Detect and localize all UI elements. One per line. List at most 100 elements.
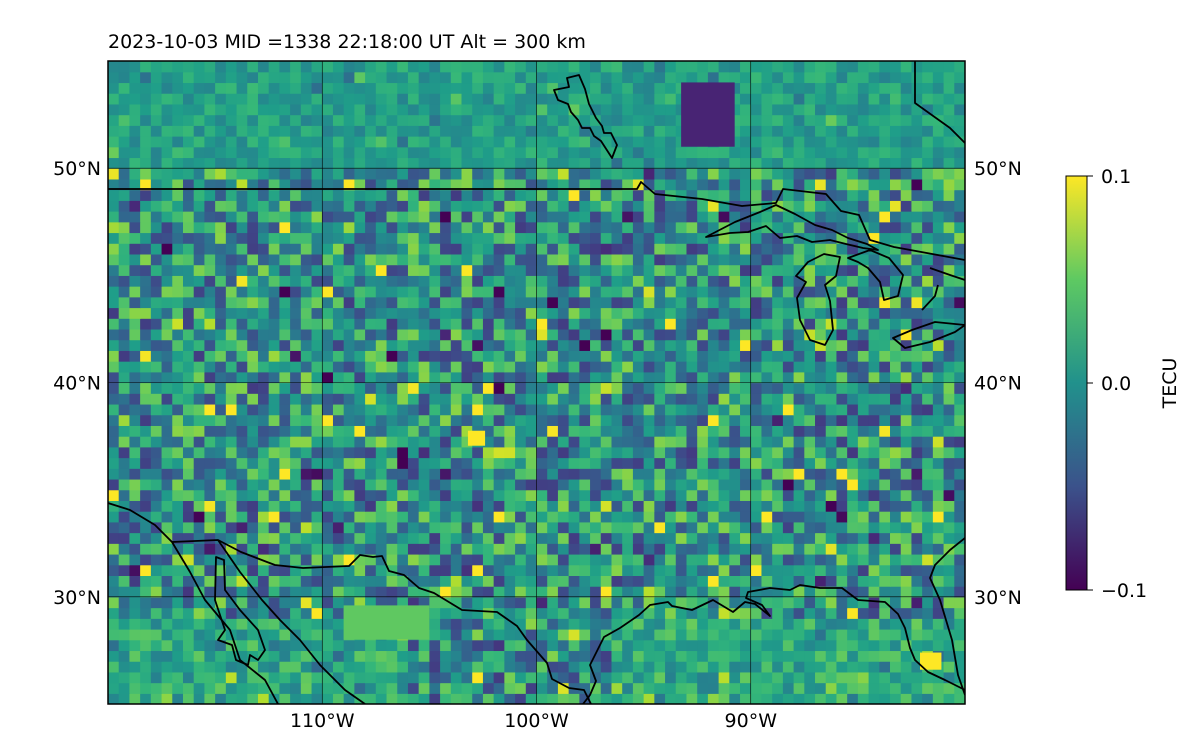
tec-cell <box>504 103 516 116</box>
tec-cell <box>407 553 420 566</box>
tec-cell <box>740 532 752 544</box>
tec-cell <box>375 307 388 319</box>
tec-cell <box>108 200 120 212</box>
tec-cell <box>461 425 473 437</box>
tec-cell <box>300 693 313 704</box>
tec-cell <box>493 200 505 212</box>
tec-cell <box>718 628 730 641</box>
tec-cell <box>654 511 666 523</box>
tec-cell <box>247 307 259 319</box>
tec-cell <box>793 168 805 180</box>
tec-cell <box>290 382 302 394</box>
tec-cell <box>365 221 377 234</box>
tec-cell <box>268 468 280 480</box>
tec-cell <box>793 446 805 459</box>
tec-cell <box>761 457 773 469</box>
tec-cell <box>568 650 580 662</box>
tec-cell <box>515 189 527 201</box>
tec-cell <box>215 382 227 394</box>
tec-cell <box>290 253 302 266</box>
tec-cell <box>407 232 420 244</box>
tec-cell <box>311 339 323 351</box>
tec-cell <box>429 275 441 287</box>
tec-cell <box>118 607 131 619</box>
tec-cell <box>375 393 388 405</box>
tec-cell <box>579 682 591 694</box>
tec-cell <box>547 511 559 523</box>
tec-cell <box>525 275 538 287</box>
tec-cell <box>129 618 141 630</box>
tec-cell <box>847 221 859 234</box>
tec-cell <box>761 200 773 212</box>
tec-cell <box>279 211 291 223</box>
tec-cell <box>890 414 902 426</box>
tec-cell <box>504 93 516 105</box>
tec-cell <box>879 553 891 566</box>
tec-cell <box>622 446 634 459</box>
tec-cell <box>279 328 291 341</box>
tec-cell <box>225 82 238 94</box>
tec-cell <box>440 393 452 405</box>
tec-cell <box>665 286 677 298</box>
tec-cell <box>761 178 773 191</box>
tec-cell <box>943 671 955 684</box>
tec-cell <box>300 436 313 448</box>
tec-cell <box>461 500 473 512</box>
tec-cell <box>568 532 580 544</box>
tec-cell <box>847 618 859 630</box>
tec-cell <box>150 114 163 126</box>
tec-cell <box>890 575 902 587</box>
tec-cell <box>204 232 216 244</box>
tec-cell <box>675 253 688 266</box>
tec-cell <box>847 339 859 351</box>
tec-cell <box>215 125 227 137</box>
tec-cell <box>343 114 355 126</box>
tec-cell <box>932 71 945 84</box>
tec-cell <box>632 489 645 501</box>
tec-cell <box>697 489 709 501</box>
tec-cell <box>204 168 216 180</box>
tec-cell <box>397 114 409 126</box>
tec-cell <box>129 436 141 448</box>
tec-cell <box>236 200 248 212</box>
tec-cell <box>236 468 248 480</box>
tec-cell <box>536 607 548 619</box>
tec-cell <box>322 682 334 694</box>
tec-cell <box>718 661 730 673</box>
tec-cell <box>836 382 848 394</box>
tec-cell <box>182 500 195 512</box>
tec-cell <box>365 361 377 373</box>
tec-cell <box>847 200 859 212</box>
tec-cell <box>782 178 795 191</box>
lat-tick-label-left: 30°N <box>53 587 101 609</box>
tec-cell <box>632 436 645 448</box>
tec-cell <box>729 436 741 448</box>
tec-cell <box>450 607 463 619</box>
tec-cell <box>675 671 688 684</box>
tec-cell <box>750 146 763 159</box>
tec-cell <box>665 457 677 469</box>
tec-cell <box>654 232 666 244</box>
tec-cell <box>815 157 827 169</box>
tec-cell <box>900 564 913 576</box>
tec-cell <box>257 253 270 266</box>
tec-cell <box>911 414 923 426</box>
tec-cell <box>236 328 248 341</box>
tec-cell <box>300 178 313 191</box>
tec-cell <box>932 382 945 394</box>
tec-cell <box>365 350 377 362</box>
tec-cell <box>386 489 398 501</box>
tec-cell <box>718 478 730 491</box>
tec-cell <box>161 596 173 609</box>
tec-cell <box>772 318 784 330</box>
tec-cell <box>911 136 923 148</box>
tec-cell <box>857 446 870 459</box>
tec-cell <box>172 200 184 212</box>
tec-cell <box>236 511 248 523</box>
tec-cell <box>161 296 173 309</box>
tec-cell <box>161 157 173 169</box>
tec-cell <box>225 307 238 319</box>
tec-cell <box>354 575 366 587</box>
tec-cell <box>418 157 430 169</box>
tec-cell <box>172 114 184 126</box>
